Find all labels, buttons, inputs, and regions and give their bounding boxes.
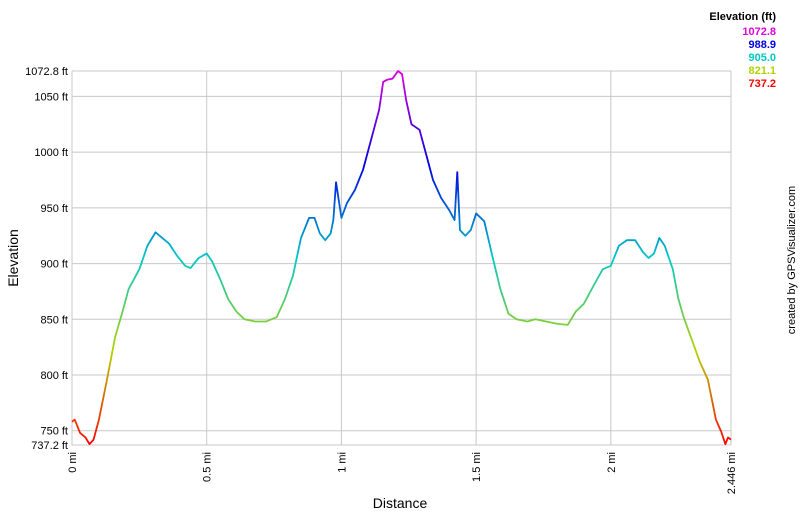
legend-entry: 988.9 [748,39,776,51]
y-axis-label: Elevation [5,229,21,287]
x-tick-label: 0.5 mi [202,452,214,482]
y-tick-label: 750 ft [40,426,68,438]
legend-entry: 1072.8 [742,26,776,38]
x-tick-label: 2.446 mi [726,452,738,494]
x-tick-label: 1 mi [336,452,348,473]
legend-entry: 905.0 [748,52,776,64]
y-tick-label: 737.2 ft [31,440,68,452]
y-tick-label: 1072.8 ft [25,66,68,78]
y-tick-label: 850 ft [40,314,68,326]
legend-entry: 737.2 [748,78,776,90]
y-tick-label: 800 ft [40,370,68,382]
legend-entry: 821.1 [748,65,776,77]
x-tick-label: 2 mi [606,452,618,473]
y-tick-label: 1050 ft [34,91,68,103]
y-tick-label: 950 ft [40,203,68,215]
y-tick-label: 1000 ft [34,147,68,159]
x-tick-label: 1.5 mi [471,452,483,482]
source-credit: created by GPSVisualizer.com [786,186,798,334]
legend-title: Elevation (ft) [709,11,776,23]
x-axis-label: Distance [373,495,428,511]
y-tick-label: 900 ft [40,259,68,271]
x-tick-label: 0 mi [67,452,79,473]
elevation-line [71,70,732,446]
